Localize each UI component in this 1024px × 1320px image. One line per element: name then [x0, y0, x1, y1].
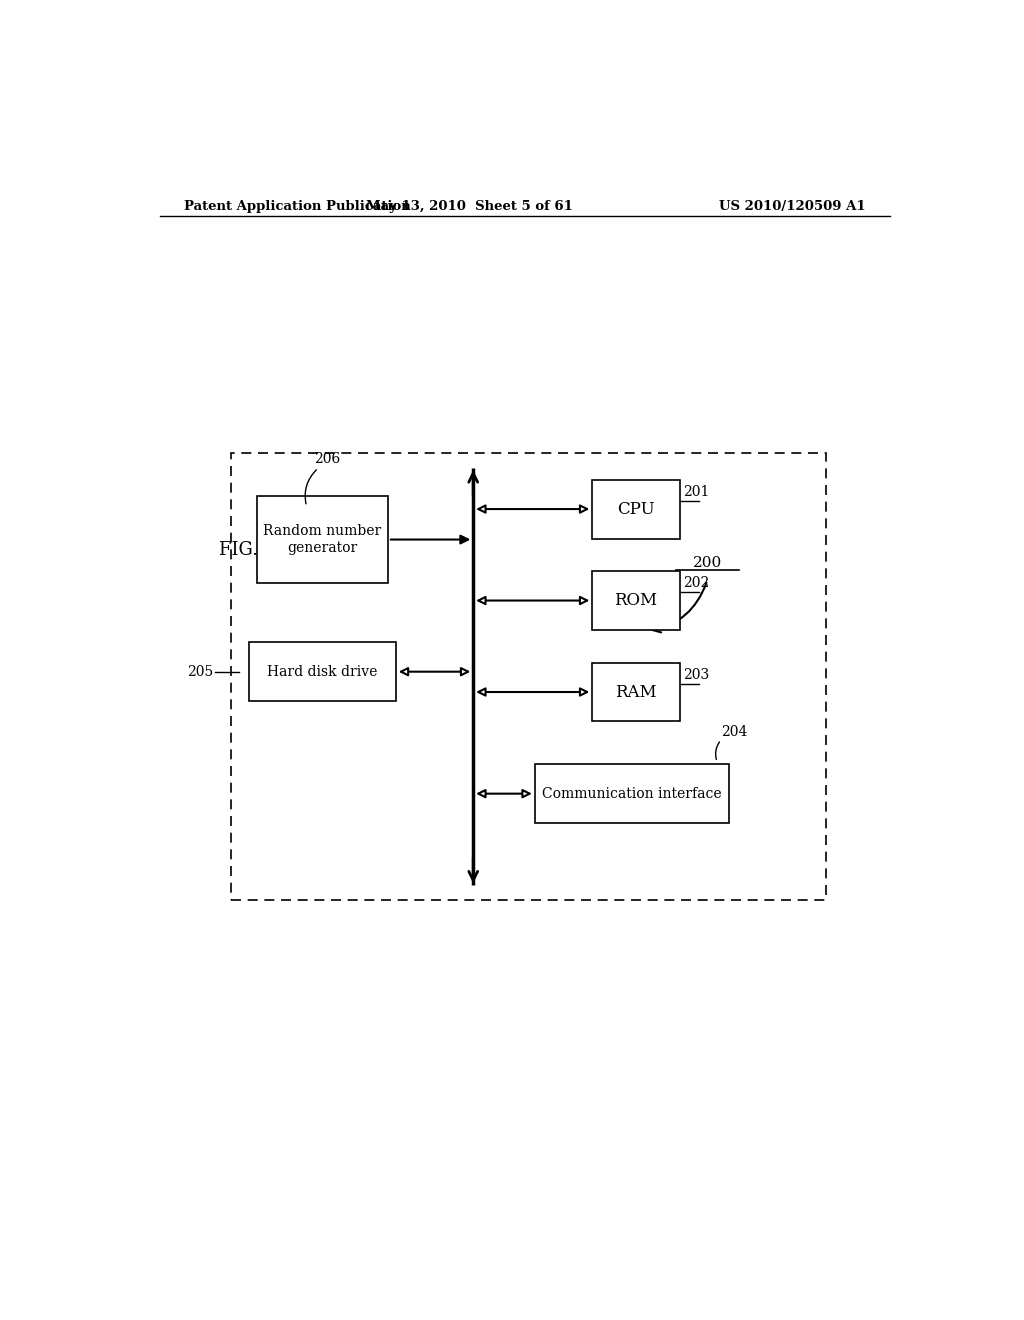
Text: Communication interface: Communication interface: [542, 787, 722, 801]
Text: RAM: RAM: [615, 684, 656, 701]
Bar: [249, 643, 396, 701]
Text: 203: 203: [684, 668, 710, 682]
Text: Hard disk drive: Hard disk drive: [267, 665, 378, 678]
Text: May 13, 2010  Sheet 5 of 61: May 13, 2010 Sheet 5 of 61: [366, 199, 572, 213]
Bar: [592, 479, 680, 539]
Bar: [257, 496, 388, 582]
Bar: [592, 572, 680, 630]
Bar: [535, 764, 729, 824]
Text: US 2010/120509 A1: US 2010/120509 A1: [720, 199, 866, 213]
Text: 201: 201: [684, 484, 710, 499]
Text: ROM: ROM: [614, 593, 657, 609]
Bar: [592, 663, 680, 722]
Text: 202: 202: [684, 577, 710, 590]
Text: 206: 206: [314, 451, 341, 466]
Text: 200: 200: [692, 556, 722, 570]
Text: Random number
generator: Random number generator: [263, 524, 382, 556]
Bar: [231, 453, 826, 900]
Text: 205: 205: [187, 665, 214, 678]
Text: 204: 204: [721, 725, 748, 739]
Text: Patent Application Publication: Patent Application Publication: [183, 199, 411, 213]
Text: CPU: CPU: [617, 500, 654, 517]
Text: FIG. 5: FIG. 5: [219, 541, 275, 558]
